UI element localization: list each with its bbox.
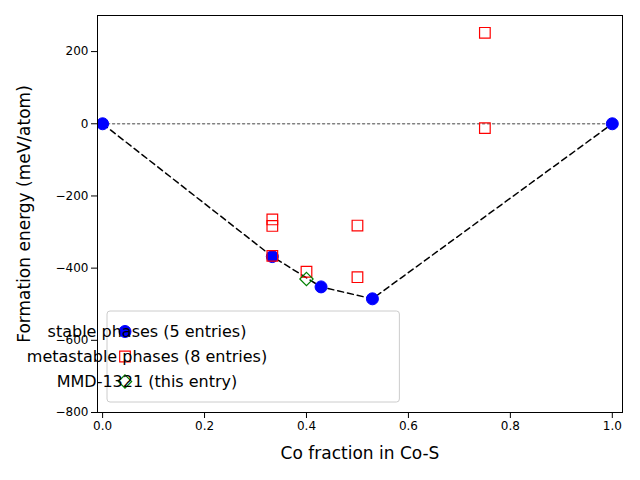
svg-text:0.8: 0.8 <box>501 419 520 433</box>
svg-text:Formation energy (meV/atom): Formation energy (meV/atom) <box>14 85 34 343</box>
svg-text:0: 0 <box>81 117 89 131</box>
svg-text:1.0: 1.0 <box>603 419 622 433</box>
svg-text:0.4: 0.4 <box>297 419 316 433</box>
svg-text:−800: −800 <box>56 405 89 419</box>
svg-text:stable phases (5 entries): stable phases (5 entries) <box>48 322 247 341</box>
svg-text:MMD-1321 (this entry): MMD-1321 (this entry) <box>57 372 238 391</box>
svg-text:0.6: 0.6 <box>399 419 418 433</box>
svg-text:0.2: 0.2 <box>195 419 214 433</box>
svg-text:0.0: 0.0 <box>93 419 112 433</box>
svg-text:−200: −200 <box>56 189 89 203</box>
svg-text:Co fraction in Co-S: Co fraction in Co-S <box>281 443 440 463</box>
svg-text:metastable phases (8 entries): metastable phases (8 entries) <box>27 347 267 366</box>
svg-text:200: 200 <box>66 44 89 58</box>
svg-text:−400: −400 <box>56 261 89 275</box>
